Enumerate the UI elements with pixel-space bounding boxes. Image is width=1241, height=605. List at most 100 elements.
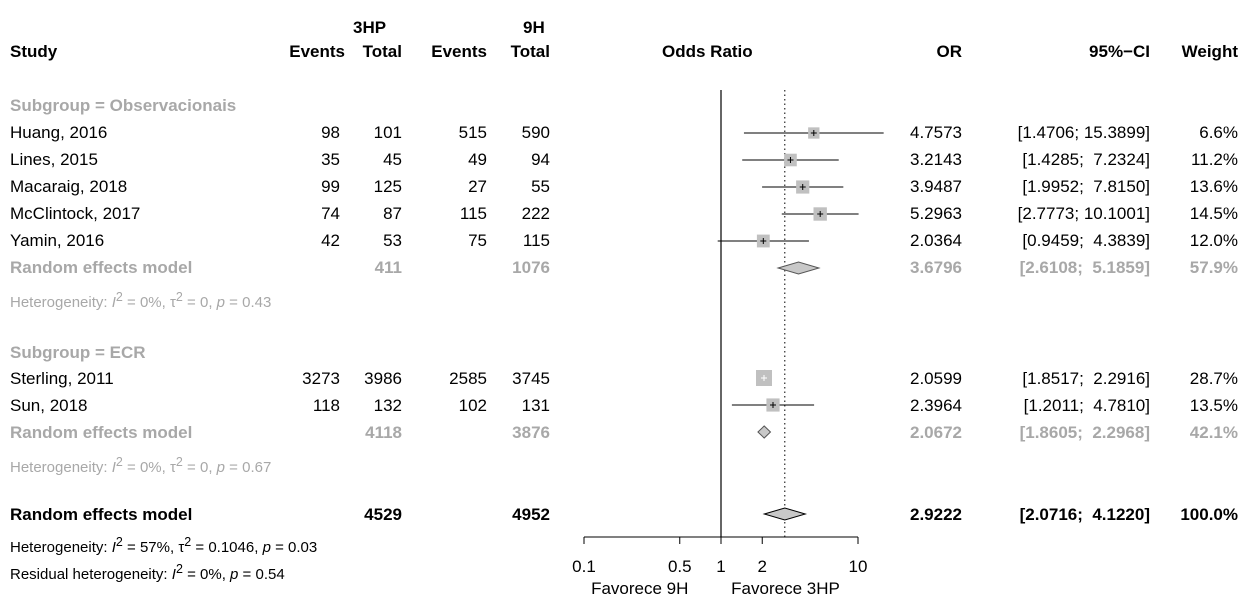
model-weight: 42.1%: [1189, 423, 1238, 442]
events-3hp: 35: [321, 150, 340, 169]
weight-value: 12.0%: [1189, 231, 1238, 250]
total-9h: 590: [521, 123, 550, 142]
model-label: Random effects model: [10, 423, 193, 442]
model-total-9h: 1076: [512, 258, 550, 277]
events-3hp: 3273: [302, 369, 340, 388]
overall-weight: 100.0%: [1180, 505, 1238, 524]
favors-right-label: Favorece 3HP: [731, 579, 840, 598]
subgroup-title: Subgroup = Observacionais: [10, 96, 237, 115]
total-9h: 115: [522, 231, 550, 250]
events-9h: 115: [459, 204, 487, 223]
model-total-3hp: 4118: [365, 423, 402, 442]
overall-total-3hp: 4529: [364, 505, 402, 524]
total-3hp: 87: [383, 204, 402, 223]
total-3hp: 3986: [364, 369, 402, 388]
model-total-9h: 3876: [512, 423, 550, 442]
total-3hp: 132: [373, 396, 402, 415]
total-3hp: 101: [373, 123, 402, 142]
events-3hp: 118: [312, 396, 340, 415]
total-3hp: 53: [383, 231, 402, 250]
header-group1: 3HP: [353, 18, 387, 37]
x-tick-label: 0.1: [572, 557, 596, 576]
events-9h: 27: [468, 177, 487, 196]
model-or: 2.0672: [910, 423, 962, 442]
events-9h: 2585: [449, 369, 487, 388]
header-events-2: Events: [431, 42, 487, 61]
weight-value: 13.6%: [1189, 177, 1238, 196]
model-total-3hp: 411: [374, 258, 402, 277]
header-total-2: Total: [510, 42, 550, 61]
ci-value: [1.8517; 2.2916]: [1022, 369, 1150, 388]
events-3hp: 42: [321, 231, 340, 250]
overall-or: 2.9222: [910, 505, 962, 524]
model-ci: [2.6108; 5.1859]: [1019, 258, 1150, 277]
ci-value: [1.4285; 7.2324]: [1022, 150, 1150, 169]
or-value: 4.7573: [910, 123, 962, 142]
study-name: Sterling, 2011: [10, 369, 114, 388]
total-3hp: 45: [383, 150, 402, 169]
weight-value: 13.5%: [1189, 396, 1238, 415]
overall-heterogeneity: Heterogeneity: I2 = 57%, τ2 = 0.1046, p …: [10, 535, 318, 556]
or-value: 5.2963: [910, 204, 962, 223]
events-3hp: 98: [321, 123, 340, 142]
subgroup-title: Subgroup = ECR: [10, 343, 146, 362]
model-ci: [1.8605; 2.2968]: [1019, 423, 1150, 442]
header-weight: Weight: [1181, 42, 1238, 61]
header-total-1: Total: [362, 42, 402, 61]
favors-left-label: Favorece 9H: [591, 579, 688, 598]
header-group2: 9H: [523, 18, 545, 37]
events-9h: 75: [468, 231, 487, 250]
ci-value: [0.9459; 4.3839]: [1022, 231, 1150, 250]
header-odds-ratio: Odds Ratio: [662, 42, 753, 61]
events-3hp: 74: [321, 204, 340, 223]
weight-value: 28.7%: [1189, 369, 1238, 388]
x-tick-label: 10: [849, 557, 868, 576]
x-tick-label: 2: [758, 557, 767, 576]
overall-label: Random effects model: [10, 505, 193, 524]
study-name: McClintock, 2017: [10, 204, 141, 223]
pooled-diamond: [757, 425, 772, 439]
model-label: Random effects model: [10, 258, 193, 277]
total-9h: 222: [521, 204, 550, 223]
weight-value: 6.6%: [1199, 123, 1238, 142]
or-value: 3.2143: [910, 150, 962, 169]
events-9h: 515: [458, 123, 487, 142]
weight-value: 11.2%: [1191, 150, 1238, 169]
x-tick-label: 0.5: [668, 557, 692, 576]
ci-value: [1.2011; 4.7810]: [1023, 396, 1150, 415]
study-name: Sun, 2018: [10, 396, 88, 415]
total-9h: 131: [521, 396, 550, 415]
heterogeneity-line: Heterogeneity: I2 = 0%, τ2 = 0, p = 0.43: [10, 290, 272, 311]
ci-value: [1.4706; 15.3899]: [1017, 123, 1150, 142]
events-9h: 102: [458, 396, 487, 415]
weight-value: 14.5%: [1189, 204, 1238, 223]
heterogeneity-line: Heterogeneity: I2 = 0%, τ2 = 0, p = 0.67: [10, 455, 272, 476]
pooled-diamond: [762, 507, 808, 521]
or-value: 2.3964: [910, 396, 962, 415]
total-9h: 94: [531, 150, 550, 169]
overall-ci: [2.0716; 4.1220]: [1019, 505, 1150, 524]
study-name: Huang, 2016: [10, 123, 108, 142]
events-9h: 49: [468, 150, 487, 169]
study-name: Yamin, 2016: [10, 231, 105, 250]
ci-value: [2.7773; 10.1001]: [1017, 204, 1150, 223]
header-ci: 95%−CI: [1089, 42, 1150, 61]
events-3hp: 99: [321, 177, 340, 196]
header-events-1: Events: [289, 42, 345, 61]
header-or: OR: [936, 42, 963, 61]
x-tick-label: 1: [716, 557, 725, 576]
model-weight: 57.9%: [1189, 258, 1238, 277]
pooled-diamond: [776, 261, 821, 275]
header-study: Study: [10, 42, 58, 61]
overall-total-9h: 4952: [512, 505, 550, 524]
total-9h: 55: [531, 177, 550, 196]
study-name: Macaraig, 2018: [10, 177, 128, 196]
total-9h: 3745: [512, 369, 550, 388]
ci-value: [1.9952; 7.8150]: [1022, 177, 1150, 196]
total-3hp: 125: [373, 177, 402, 196]
or-value: 3.9487: [910, 177, 962, 196]
or-value: 2.0364: [910, 231, 962, 250]
residual-heterogeneity: Residual heterogeneity: I2 = 0%, p = 0.5…: [10, 562, 285, 583]
model-or: 3.6796: [910, 258, 962, 277]
